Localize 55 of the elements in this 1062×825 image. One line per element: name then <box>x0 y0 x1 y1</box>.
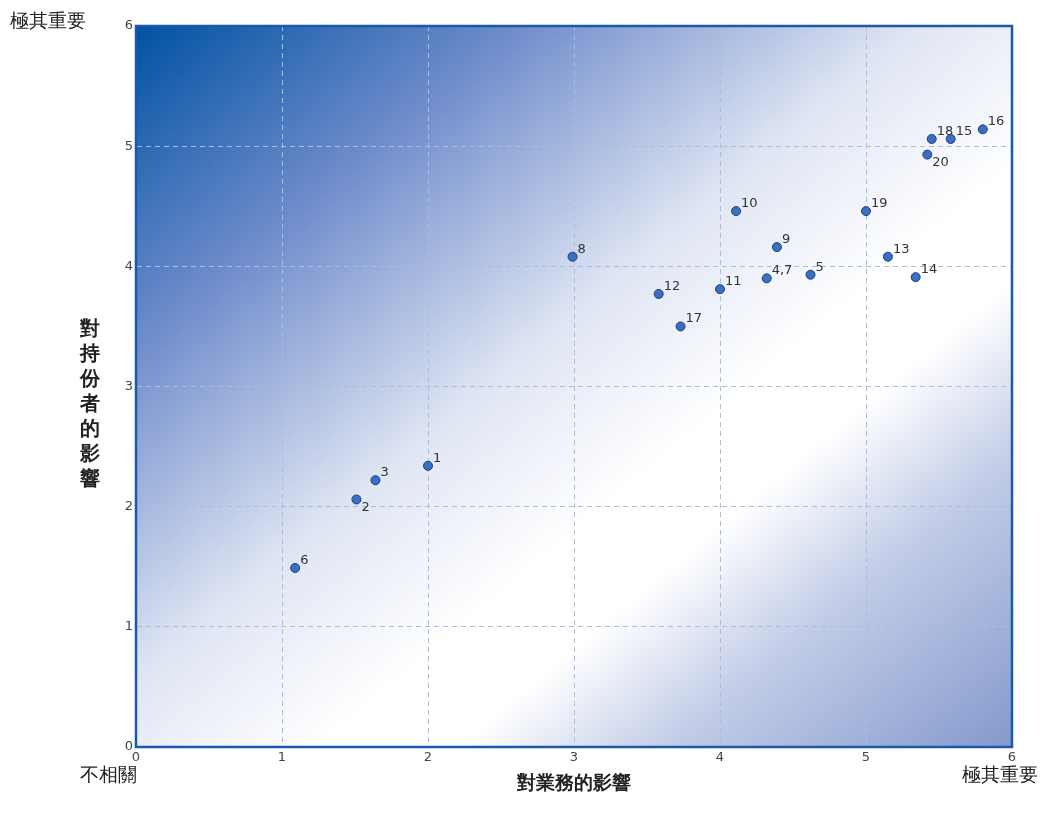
annotation: 17 <box>685 310 703 326</box>
x-tick-label: 2 <box>423 749 433 765</box>
annotation: 12 <box>663 277 681 293</box>
annotation: 5 <box>815 258 824 274</box>
point <box>567 251 578 262</box>
point <box>423 460 433 471</box>
annotation: 18 <box>936 122 954 138</box>
point <box>675 321 686 332</box>
x-tick-label: 3 <box>569 749 579 765</box>
x-tick-label: 6 <box>1007 749 1017 765</box>
annotation: 11 <box>725 273 742 289</box>
y-axis-title: 對持份者的影響 <box>78 316 101 491</box>
point <box>922 149 933 160</box>
point <box>370 475 381 486</box>
point <box>805 269 816 280</box>
point <box>910 272 921 283</box>
annotation: 2 <box>361 499 370 515</box>
annotation: 6 <box>300 551 309 567</box>
annotation: 16 <box>987 113 1005 129</box>
point <box>653 288 664 299</box>
y-tick-label: 3 <box>124 377 133 393</box>
annotation: 15 <box>955 122 973 138</box>
point <box>715 284 725 295</box>
y-tick-label: 0 <box>124 738 133 754</box>
y-tick-label: 6 <box>124 17 133 33</box>
point <box>861 206 871 217</box>
annotation: 10 <box>741 194 758 210</box>
x-tick-label: 5 <box>861 749 871 765</box>
annotation: 8 <box>577 240 586 256</box>
annotation: 13 <box>892 240 910 256</box>
x-tick-label: 4 <box>715 749 725 765</box>
y-tick-label: 4 <box>124 257 133 273</box>
x-tick-label: 1 <box>277 749 287 765</box>
annotation: 19 <box>871 194 888 210</box>
point <box>926 133 937 144</box>
annotation: 14 <box>920 261 938 277</box>
annotation: 1 <box>433 449 442 465</box>
point <box>290 562 301 573</box>
text: 不相關 <box>80 762 137 787</box>
y-tick-label: 5 <box>124 137 133 153</box>
point <box>351 494 362 505</box>
annotation: 20 <box>932 154 949 170</box>
point <box>761 273 772 284</box>
annotation: 4,7 <box>771 262 793 278</box>
point <box>977 124 988 135</box>
annotation: 3 <box>380 464 389 480</box>
y-tick-label: 1 <box>124 618 133 634</box>
annotation: 9 <box>781 230 791 246</box>
point <box>731 206 742 217</box>
text: 極其重要 <box>10 8 86 33</box>
point <box>771 242 782 253</box>
y-tick-label: 2 <box>124 498 133 514</box>
point <box>882 251 893 262</box>
x-axis-title: 對業務的影響 <box>517 771 631 793</box>
text: 極其重要 <box>962 762 1038 787</box>
